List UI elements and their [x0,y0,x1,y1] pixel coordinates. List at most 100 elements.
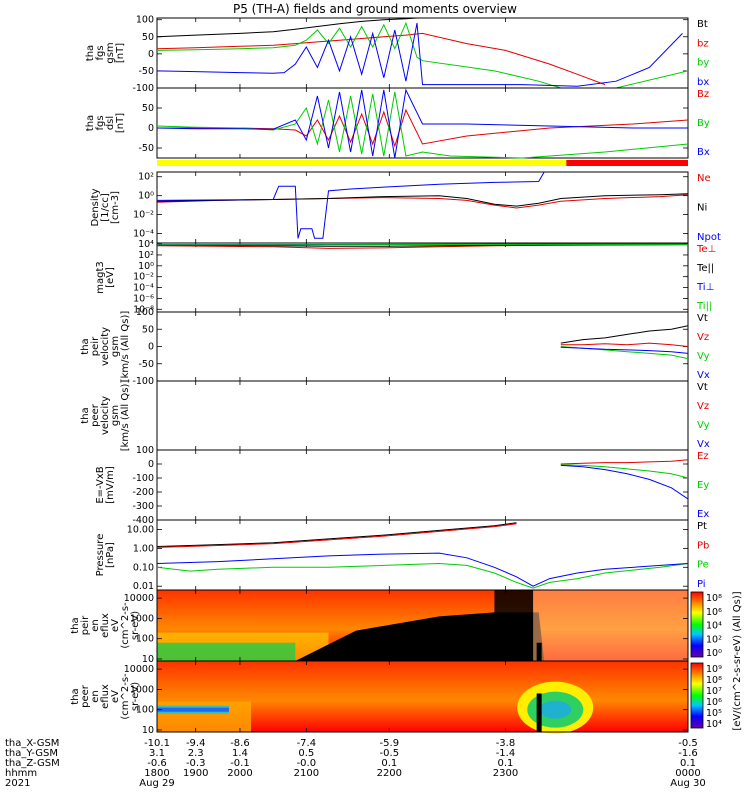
legend-entry: Bz [697,89,709,100]
x-tick-label: -5.9 [380,738,400,749]
y-tick-label: 10.00 [127,524,154,535]
legend-entry: Bt [697,19,708,30]
y-axis-label: eflux [100,684,111,709]
x-tick-label: 0.1 [680,758,696,769]
y-axis-label: sr-eV) [130,611,141,640]
y-axis-label: velocity [100,327,111,366]
y-axis-label: en [90,690,101,703]
y-tick-label: -50 [138,143,154,154]
series-line-bx [157,23,683,87]
colorbar-tick-label: 10⁹ [706,664,722,675]
y-tick-label: -300 [132,501,154,512]
legend-entry: Ez [697,451,709,462]
y-tick-label: -200 [132,487,154,498]
y-axis-label: tha [70,688,81,704]
y-axis-label: peir [90,336,101,356]
legend-entry: Vz [697,332,709,343]
x-tick-label: 2100 [294,768,319,779]
y-axis-label: [nPa] [105,542,116,568]
x-tick-label: Aug 29 [139,778,174,789]
panel-frame [156,519,689,591]
legend-entry: By [697,118,710,129]
legend-entry: bz [697,38,709,49]
y-tick-label: 10⁰ [138,191,154,202]
x-tick-label: -9.4 [186,738,206,749]
panel-pressure: 10.00 1.00 0.10 0.01 Pressure [nPa] Pt Pb Pe Pi [95,519,709,592]
panel-frame [156,449,689,521]
y-tick-label: 10⁰ [138,261,154,272]
chart-title: P5 (TH-A) fields and ground moments over… [233,2,517,16]
y-tick-label: 50 [142,32,154,43]
legend-entry: Vx [697,439,710,450]
series-line-Pe [157,562,688,589]
panel-fgs_gsm: 100 50 0 -50 -100 tha fgs gsm [nT] Bt bz by bx [85,15,709,94]
y-tick-label: 10² [138,172,154,183]
legend-entry: Pe [697,560,709,571]
y-axis-label: eV [110,619,121,632]
y-tick-label: -100 [132,473,154,484]
y-tick-label: 1000 [130,684,154,695]
legend-entry: Vx [697,370,710,381]
colorbar-tick-label: 10⁶ [706,607,722,618]
panel-efield: 100 0 -100 -200 -300 -400 E=-VxB [mV/m] Ez Ey Ex [95,445,709,526]
panel-fgs_dsl: 50 0 -50 tha fgs dsl [nT] Bz By Bx [85,87,710,159]
x-axis-row-label: tha_Y-GSM [5,748,58,759]
x-tick-label: 1.4 [232,748,248,759]
y-tick-label: 50 [142,103,154,114]
legend-entry: bx [697,77,709,88]
panel-frame [156,171,689,244]
y-axis-label: [mV/m] [105,466,116,504]
x-tick-label: 0.5 [298,748,314,759]
x-tick-label: 2.3 [188,748,204,759]
y-axis-label: [km/s (All Qs)] [120,311,131,383]
series-line-Pi [157,552,688,587]
x-tick-label: -1.4 [496,748,516,759]
y-axis-label: Pressure [95,534,106,577]
heatmap-band [157,707,229,712]
colorbar-tick-label: 10⁴ [706,719,722,730]
panel-velocity_a: 100 50 0 -50 -100 tha peir velocity gsm [km/s (Al… [80,307,710,387]
y-axis-label: (cm^2-s- [120,602,131,649]
y-tick-label: -100 [132,376,154,387]
colorbar-tick-label: 10⁴ [706,621,722,632]
quality-flag-bar [157,160,567,166]
y-axis-label: Density [90,188,101,226]
colorbar-label: [eV/(cm^2-s-sr-eV) (All Qs)] [732,591,743,730]
y-tick-label: -400 [132,515,154,526]
legend-entry: Pi [697,579,706,590]
y-tick-label: 10000 [124,664,154,675]
x-tick-label: -0.3 [186,758,206,769]
x-tick-label: -7.4 [297,738,317,749]
y-axis-label: tha [85,115,96,131]
x-tick-label: 3.1 [149,748,165,759]
y-axis-label: tha [70,617,81,633]
x-tick-label: 2000 [227,768,252,779]
quality-flag-bar [566,160,688,166]
y-axis-label: [nT] [115,43,126,63]
y-axis-label: peir [80,615,91,635]
y-tick-label: 10⁻⁸ [133,304,154,315]
y-axis-label: tha [85,45,96,61]
colorbar [690,662,704,729]
x-tick-label: 2200 [377,768,402,779]
colorbar-tick-label: 10⁵ [706,708,722,719]
panel-frame [156,311,689,382]
y-tick-label: -100 [132,83,154,94]
x-tick-label: 0.1 [381,758,397,769]
y-axis-label: eV [110,690,121,703]
series-line-By [157,91,688,159]
y-axis-label: tha [80,338,91,354]
heatmap-noflux-region [295,612,545,661]
heatmap-noflux-region [536,693,542,732]
legend-entry: Te|| [696,263,714,274]
y-tick-label: 50 [142,324,154,335]
legend-entry: Npot [697,232,721,243]
x-tick-label: Aug 30 [670,778,705,789]
y-tick-label: 0 [148,123,154,134]
x-tick-label: -10.1 [144,738,170,749]
x-tick-label: -0.1 [230,758,250,769]
y-axis-label: peer [80,684,91,708]
y-tick-label: 10⁻² [133,210,154,221]
y-axis-label: [nT] [115,113,126,133]
